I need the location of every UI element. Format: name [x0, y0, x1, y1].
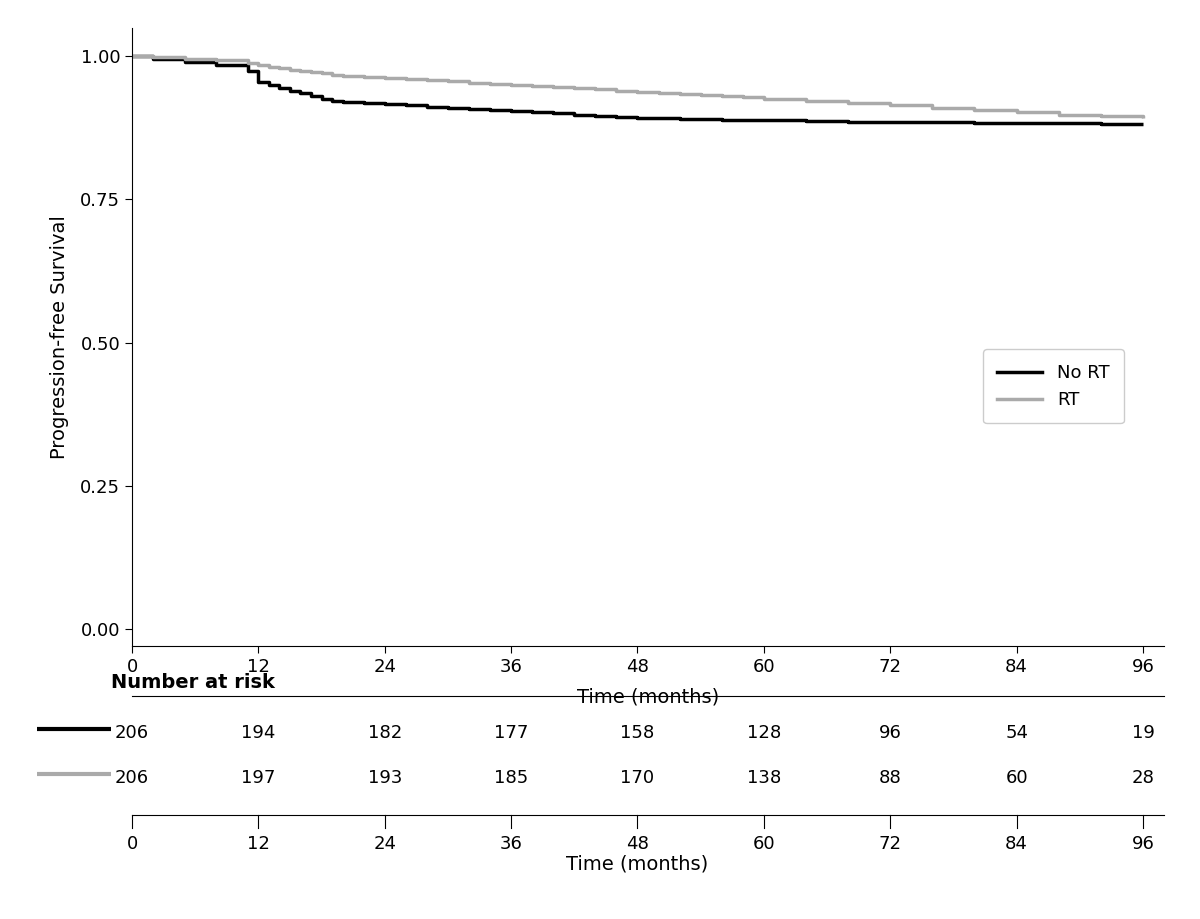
- No RT: [336, 96, 350, 108]
- No RT: [378, 97, 392, 108]
- Legend: No RT, RT: No RT, RT: [983, 349, 1124, 424]
- Text: 96: 96: [878, 724, 901, 742]
- No RT: [1051, 117, 1066, 128]
- RT: [336, 69, 350, 80]
- Text: 0: 0: [126, 835, 138, 853]
- No RT: [504, 106, 518, 117]
- No RT: [272, 82, 287, 93]
- Text: 128: 128: [746, 724, 781, 742]
- Text: 72: 72: [878, 835, 901, 853]
- Text: 36: 36: [499, 835, 522, 853]
- Line: No RT: No RT: [132, 56, 1142, 124]
- Text: 193: 193: [367, 769, 402, 788]
- Text: 96: 96: [1132, 835, 1154, 853]
- Text: 60: 60: [1006, 769, 1028, 788]
- Text: 194: 194: [241, 724, 276, 742]
- No RT: [1093, 119, 1108, 130]
- Text: 84: 84: [1006, 835, 1028, 853]
- Text: 60: 60: [752, 835, 775, 853]
- Text: 206: 206: [115, 769, 149, 788]
- RT: [378, 72, 392, 83]
- Text: Time (months): Time (months): [566, 854, 708, 873]
- Text: 48: 48: [626, 835, 649, 853]
- Text: 185: 185: [494, 769, 528, 788]
- RT: [336, 70, 350, 81]
- Text: 54: 54: [1006, 724, 1028, 742]
- Text: 12: 12: [247, 835, 270, 853]
- No RT: [336, 96, 350, 107]
- RT: [1051, 107, 1066, 118]
- Text: 28: 28: [1132, 769, 1154, 788]
- Text: 158: 158: [620, 724, 654, 742]
- Text: 206: 206: [115, 724, 149, 742]
- Text: 177: 177: [494, 724, 528, 742]
- Text: 182: 182: [367, 724, 402, 742]
- No RT: [125, 51, 139, 62]
- RT: [1135, 112, 1150, 123]
- Text: 88: 88: [878, 769, 901, 788]
- Line: RT: RT: [132, 56, 1142, 118]
- Text: 138: 138: [746, 769, 781, 788]
- Text: 24: 24: [373, 835, 396, 853]
- No RT: [1135, 119, 1150, 130]
- Text: 197: 197: [241, 769, 276, 788]
- RT: [504, 79, 518, 90]
- RT: [272, 62, 287, 74]
- RT: [125, 51, 139, 62]
- Y-axis label: Progression-free Survival: Progression-free Survival: [50, 215, 70, 459]
- X-axis label: Time (months): Time (months): [577, 687, 719, 706]
- Text: Number at risk: Number at risk: [110, 673, 275, 692]
- Text: 170: 170: [620, 769, 654, 788]
- Text: 19: 19: [1132, 724, 1154, 742]
